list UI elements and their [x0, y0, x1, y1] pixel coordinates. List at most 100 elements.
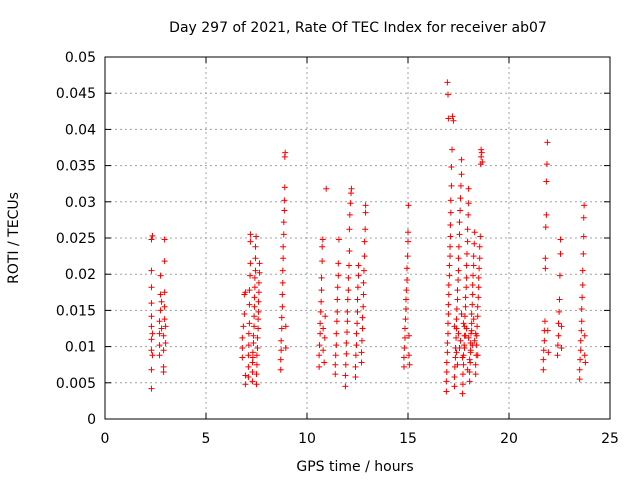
- data-point-marker: [279, 279, 286, 286]
- data-point-marker: [476, 265, 483, 272]
- data-point-marker: [443, 368, 450, 375]
- data-point-marker: [160, 363, 167, 370]
- data-point-marker: [470, 272, 477, 279]
- data-point-marker: [251, 274, 258, 281]
- data-point-marker: [333, 342, 340, 349]
- data-point-marker: [345, 287, 352, 294]
- data-point-marker: [454, 287, 461, 294]
- data-point-marker: [149, 352, 156, 359]
- data-point-marker: [359, 314, 366, 321]
- data-point-marker: [358, 359, 365, 366]
- data-point-marker: [279, 291, 286, 298]
- x-tick-label: 0: [101, 431, 110, 447]
- data-point-marker: [255, 316, 262, 323]
- data-point-marker: [247, 238, 254, 245]
- data-point-marker: [406, 361, 413, 368]
- data-point-marker: [255, 289, 262, 296]
- data-point-marker: [333, 330, 340, 337]
- data-point-marker: [400, 363, 407, 370]
- data-point-marker: [579, 282, 586, 289]
- data-point-marker: [342, 361, 349, 368]
- y-tick-label: 0: [87, 412, 96, 428]
- data-point-marker: [345, 274, 352, 281]
- data-point-marker: [251, 323, 258, 330]
- x-axis-ticks: 0 5 10 15 20 25: [101, 57, 619, 447]
- data-point-marker: [469, 301, 476, 308]
- data-point-marker: [245, 342, 252, 349]
- data-point-marker: [156, 330, 163, 337]
- data-point-marker: [461, 313, 468, 320]
- data-point-marker: [320, 347, 327, 354]
- data-point-marker: [256, 269, 263, 276]
- data-point-marker: [251, 303, 258, 310]
- data-point-marker: [317, 330, 324, 337]
- data-point-marker: [554, 352, 561, 359]
- data-point-marker: [249, 359, 256, 366]
- data-point-marker: [362, 202, 369, 209]
- data-point-marker: [401, 345, 408, 352]
- data-point-marker: [242, 289, 249, 296]
- data-point-marker: [242, 381, 249, 388]
- data-point-marker: [247, 231, 254, 238]
- data-point-marker: [158, 325, 165, 332]
- data-point-marker: [148, 236, 155, 243]
- data-point-marker: [160, 347, 167, 354]
- data-point-marker: [322, 313, 329, 320]
- y-tick-label: 0.045: [56, 86, 96, 102]
- data-point-marker: [465, 334, 472, 341]
- data-point-marker: [472, 361, 479, 368]
- data-point-marker: [319, 243, 326, 250]
- data-point-marker: [255, 308, 262, 315]
- data-point-marker: [321, 334, 328, 341]
- data-point-marker: [249, 349, 256, 356]
- data-point-marker: [278, 337, 285, 344]
- data-point-marker: [358, 337, 365, 344]
- data-point-marker: [474, 303, 481, 310]
- data-point-marker: [467, 347, 474, 354]
- data-point-marker: [362, 209, 369, 216]
- data-point-marker: [346, 262, 353, 269]
- data-point-marker: [454, 361, 461, 368]
- y-tick-label: 0.02: [65, 267, 96, 283]
- data-point-marker: [444, 91, 451, 98]
- data-point-marker: [447, 253, 454, 260]
- data-point-marker: [352, 374, 359, 381]
- data-point-marker: [464, 366, 471, 373]
- data-points: [148, 79, 589, 397]
- data-point-marker: [405, 229, 411, 236]
- data-point-marker: [343, 339, 350, 346]
- data-point-marker: [278, 347, 285, 354]
- data-point-marker: [242, 372, 249, 379]
- data-point-marker: [451, 323, 458, 330]
- data-point-marker: [405, 202, 412, 209]
- data-point-marker: [455, 255, 462, 262]
- x-tick-label: 5: [202, 431, 211, 447]
- data-point-marker: [444, 79, 451, 86]
- data-point-marker: [580, 214, 587, 221]
- data-point-marker: [446, 272, 453, 279]
- data-point-marker: [160, 368, 167, 375]
- data-point-marker: [239, 354, 246, 361]
- data-point-marker: [469, 342, 476, 349]
- data-point-marker: [255, 279, 262, 286]
- data-point-marker: [162, 339, 169, 346]
- data-point-marker: [457, 182, 464, 189]
- data-point-marker: [158, 298, 165, 305]
- data-point-marker: [156, 342, 163, 349]
- data-point-marker: [256, 260, 263, 267]
- data-point-marker: [318, 274, 325, 281]
- data-point-marker: [406, 332, 413, 339]
- y-tick-label: 0.04: [65, 122, 96, 138]
- data-point-marker: [318, 287, 325, 294]
- data-point-marker: [148, 336, 155, 343]
- data-point-marker: [447, 243, 454, 250]
- data-point-marker: [252, 267, 259, 274]
- data-point-marker: [162, 323, 169, 330]
- data-point-marker: [471, 229, 478, 236]
- data-point-marker: [240, 323, 247, 330]
- data-point-marker: [556, 308, 563, 315]
- data-point-marker: [465, 211, 472, 218]
- data-point-marker: [455, 267, 462, 274]
- data-point-marker: [156, 318, 163, 325]
- data-point-marker: [355, 272, 362, 279]
